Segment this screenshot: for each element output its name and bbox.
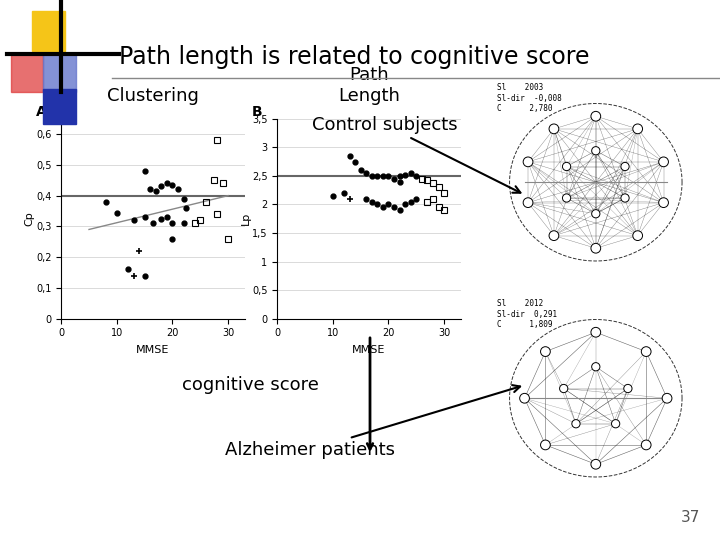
Circle shape [633, 124, 642, 134]
Text: Path
Length: Path Length [338, 66, 400, 105]
Text: B: B [251, 105, 262, 119]
Circle shape [621, 194, 629, 202]
Text: 37: 37 [680, 510, 700, 525]
Circle shape [624, 384, 632, 393]
Circle shape [520, 393, 529, 403]
Circle shape [562, 163, 571, 171]
Circle shape [659, 157, 668, 167]
Circle shape [541, 440, 550, 450]
Circle shape [592, 210, 600, 218]
Text: Path length is related to cognitive score: Path length is related to cognitive scor… [119, 45, 589, 69]
Circle shape [642, 347, 651, 356]
Circle shape [572, 420, 580, 428]
Circle shape [591, 460, 600, 469]
Text: Clustering: Clustering [107, 87, 199, 105]
Circle shape [549, 124, 559, 134]
Y-axis label: Lp: Lp [240, 212, 251, 225]
Circle shape [642, 440, 651, 450]
Circle shape [591, 111, 600, 121]
X-axis label: MMSE: MMSE [352, 345, 386, 355]
Circle shape [592, 147, 600, 155]
Circle shape [523, 157, 533, 167]
Text: cognitive score: cognitive score [181, 376, 318, 394]
Circle shape [541, 347, 550, 356]
Circle shape [621, 163, 629, 171]
Text: Control subjects: Control subjects [312, 116, 521, 193]
Text: A: A [35, 105, 46, 119]
Text: Sl    2003
Sl-dir  -0,008
C      2,780: Sl 2003 Sl-dir -0,008 C 2,780 [497, 83, 562, 113]
Circle shape [562, 194, 571, 202]
Circle shape [591, 244, 600, 253]
Circle shape [592, 363, 600, 371]
Circle shape [549, 231, 559, 240]
Circle shape [559, 384, 568, 393]
Text: Alzheimer patients: Alzheimer patients [225, 385, 520, 459]
X-axis label: MMSE: MMSE [136, 345, 170, 355]
Circle shape [633, 231, 642, 240]
Circle shape [611, 420, 620, 428]
Y-axis label: Cp: Cp [24, 211, 35, 226]
Circle shape [591, 327, 600, 337]
Text: Sl    2012
Sl-dir  0,291
C      1,809: Sl 2012 Sl-dir 0,291 C 1,809 [497, 299, 557, 329]
Circle shape [662, 393, 672, 403]
Circle shape [659, 198, 668, 207]
Circle shape [523, 198, 533, 207]
